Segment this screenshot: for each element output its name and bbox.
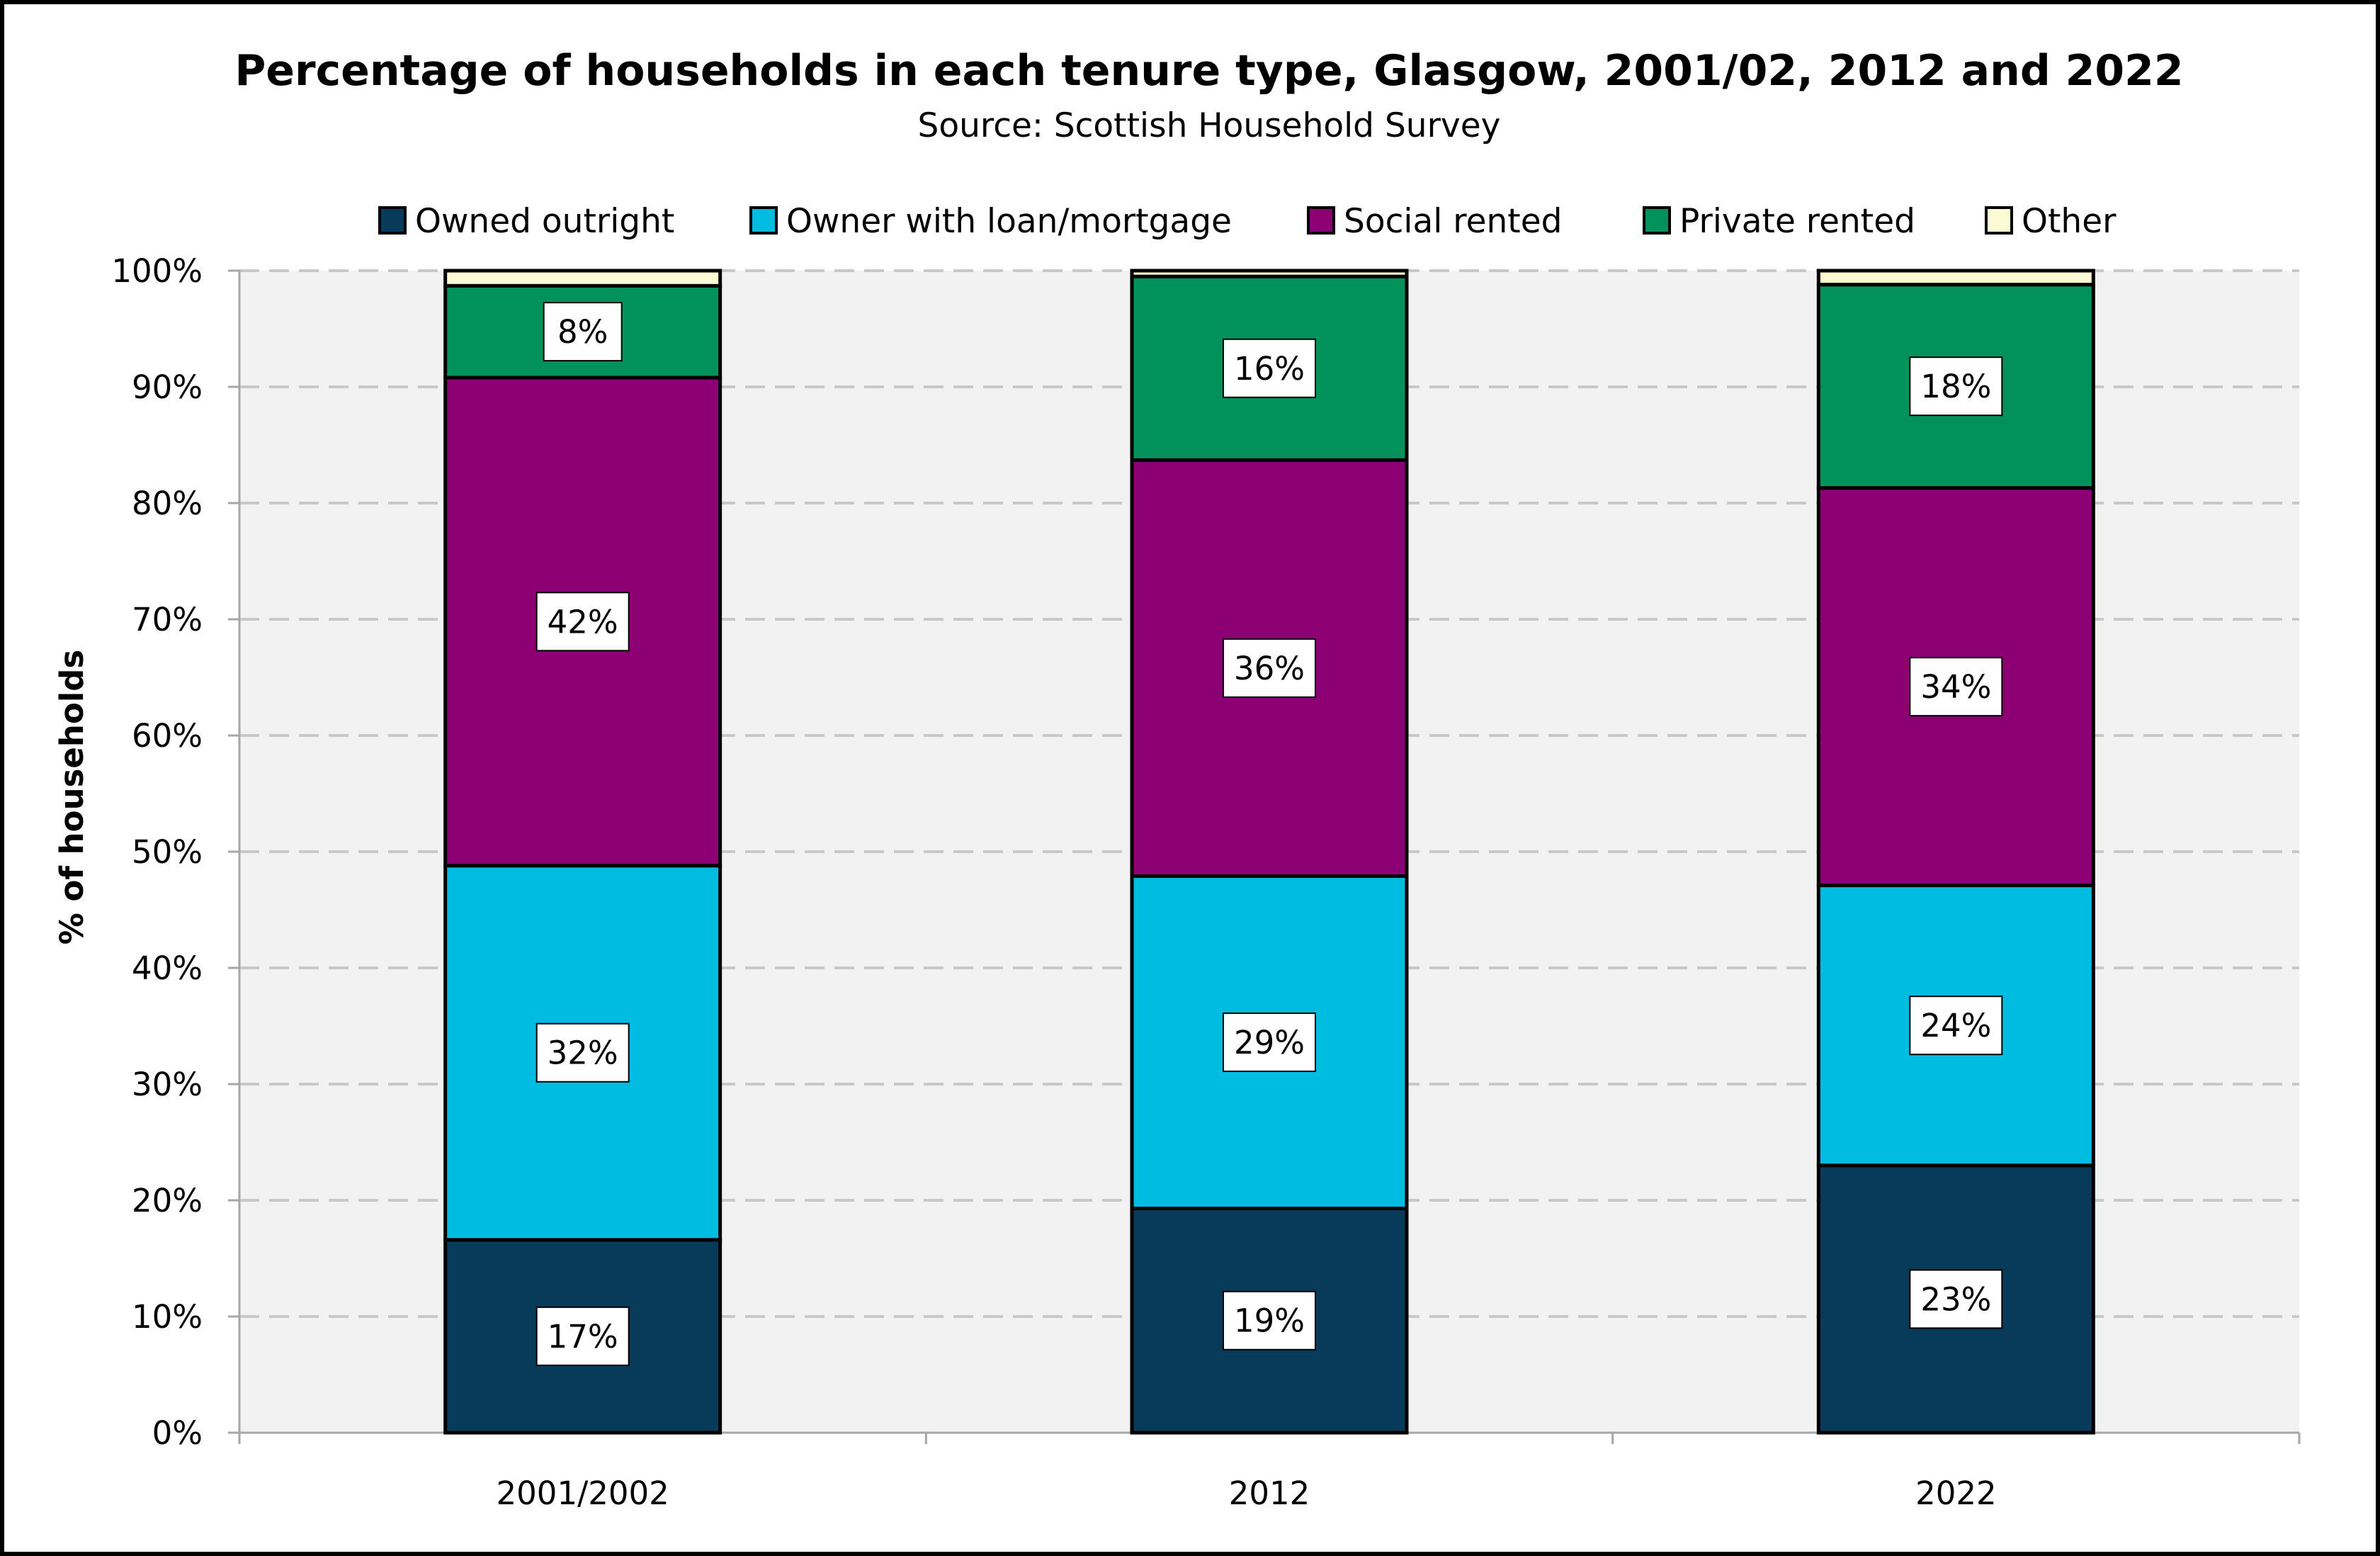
data-label: 32% — [548, 1034, 618, 1072]
data-label-box — [1223, 1290, 1316, 1351]
data-label-box — [536, 1022, 630, 1083]
plot-area: 0% 10% 20% 30% 40% 50% 60% 70% 80% 90% 100% 17% 32% 4… — [111, 252, 2301, 1512]
bar-segment-other — [1816, 269, 2095, 287]
legend-swatch-private-rented — [1643, 206, 1671, 235]
data-label: 19% — [1234, 1302, 1305, 1340]
data-label-box — [1909, 657, 2003, 717]
chart-subtitle: Source: Scottish Household Survey — [918, 106, 1501, 145]
data-label: 23% — [1920, 1280, 1991, 1318]
y-tick-label: 100% — [111, 252, 203, 290]
bar-segment-other — [1130, 269, 1409, 278]
y-tick-label: 10% — [132, 1298, 203, 1336]
legend-swatch-owner-with-loan-mortgage — [749, 206, 778, 235]
legend-label-other: Other — [2022, 202, 2116, 241]
legend-swatch-other — [1985, 206, 2013, 235]
bar-segment-other — [443, 269, 722, 288]
data-label-box — [1223, 338, 1316, 398]
x-tick-label: 2012 — [1229, 1475, 1310, 1512]
data-label: 18% — [1920, 368, 1991, 405]
y-tick-label: 50% — [132, 833, 203, 871]
y-axis-label: % of households — [53, 650, 91, 945]
data-label: 29% — [1234, 1024, 1305, 1061]
y-tick-label: 60% — [132, 717, 203, 755]
data-label-box — [1223, 1012, 1316, 1072]
x-tick-label: 2001/2002 — [497, 1475, 669, 1512]
data-label-box — [536, 592, 630, 652]
data-label: 36% — [1234, 650, 1305, 687]
data-label: 8% — [557, 313, 608, 351]
y-tick-label: 30% — [132, 1066, 203, 1103]
y-tick-label: 20% — [132, 1182, 203, 1219]
data-label-box — [543, 302, 623, 362]
legend: Owned outright Owner with loan/mortgage So… — [378, 202, 2116, 241]
data-label-box — [1909, 996, 2003, 1056]
legend-label-owner-with-loan-mortgage: Owner with loan/mortgage — [786, 202, 1232, 241]
y-tick-label: 40% — [132, 949, 203, 987]
y-tick-label: 70% — [132, 601, 203, 638]
data-label: 16% — [1234, 350, 1305, 388]
data-label: 34% — [1920, 668, 1991, 706]
data-label-box — [1223, 638, 1316, 698]
x-tick-label: 2022 — [1915, 1475, 1997, 1512]
legend-label-private-rented: Private rented — [1679, 202, 1915, 241]
legend-swatch-social-rented — [1307, 206, 1335, 235]
data-label: 42% — [548, 603, 618, 641]
data-label-box — [1909, 1269, 2003, 1329]
legend-label-owned-outright: Owned outright — [415, 202, 674, 241]
y-tick-label: 80% — [132, 485, 203, 522]
data-label-box — [536, 1306, 630, 1366]
chart-title: Percentage of households in each tenure … — [234, 46, 2183, 96]
data-label: 17% — [548, 1318, 618, 1355]
y-tick-label: 0% — [152, 1414, 203, 1452]
data-label-box — [1909, 356, 2003, 417]
y-tick-label: 90% — [132, 368, 203, 406]
bar-segment-owned-outright — [1816, 1163, 2095, 1435]
legend-swatch-owned-outright — [378, 206, 407, 235]
legend-label-social-rented: Social rented — [1344, 202, 1562, 241]
data-label: 24% — [1920, 1007, 1991, 1044]
